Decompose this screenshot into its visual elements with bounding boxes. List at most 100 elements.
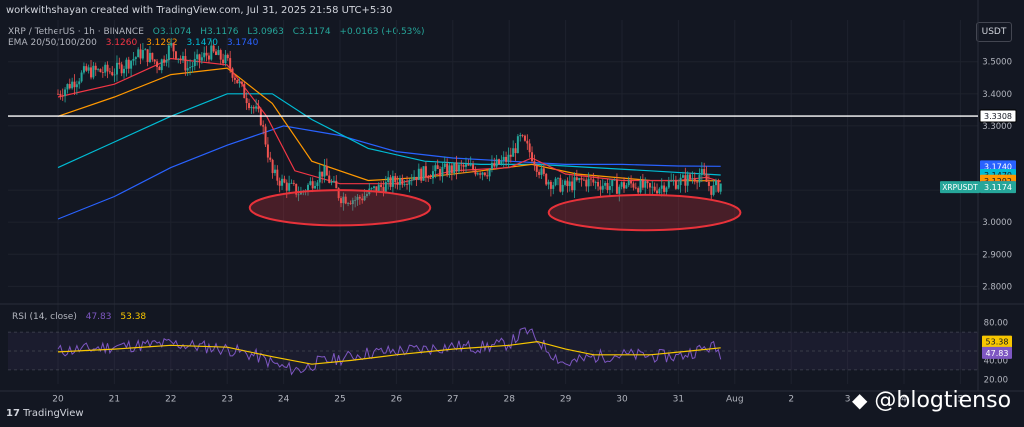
tradingview-logo[interactable]: 17 TradingView: [6, 408, 84, 419]
candle: [127, 56, 130, 74]
candle-body: [318, 171, 321, 183]
rsi-band: [8, 332, 978, 370]
candle: [297, 186, 300, 202]
rsi-ma-badge: 53.38: [982, 335, 1012, 348]
candle-body: [613, 179, 616, 181]
candle: [290, 179, 293, 184]
candle: [493, 157, 496, 168]
candle-body: [87, 67, 90, 71]
candle: [502, 151, 505, 168]
candle: [601, 179, 604, 194]
price-axis[interactable]: 3.50003.40003.30003.10003.00002.90002.80…: [982, 58, 1012, 386]
candle-body: [207, 55, 210, 60]
candle-body: [611, 179, 614, 187]
candle: [262, 120, 265, 135]
symbol-line[interactable]: XRP / TetherUS · 1h · BINANCE: [8, 27, 144, 37]
candle: [632, 181, 635, 191]
candle-body: [297, 194, 300, 196]
candle: [623, 177, 626, 193]
candle-body: [306, 184, 309, 191]
currency-button[interactable]: USDT: [976, 22, 1012, 42]
ema-label[interactable]: EMA 20/50/100/200: [8, 38, 97, 48]
candle: [696, 179, 699, 190]
candle-body: [356, 196, 359, 200]
candle-body: [420, 168, 423, 181]
candle-body: [160, 59, 163, 71]
time-axis[interactable]: 20 21 22 23 24 25 26 27 28 29 30 31 Aug 2 3 4 5: [52, 395, 963, 405]
candle: [389, 174, 392, 190]
candle-body: [462, 165, 465, 167]
candle: [460, 160, 463, 172]
candle: [377, 182, 380, 193]
candle: [217, 45, 220, 56]
candle: [604, 180, 607, 190]
candle-body: [75, 84, 78, 88]
candle-body: [571, 181, 574, 191]
symbol-badge-text: XRPUSDT: [942, 183, 978, 192]
candle-body: [252, 107, 255, 109]
candle: [229, 50, 232, 74]
candle: [252, 105, 255, 114]
candle: [481, 171, 484, 181]
last-badge-bg: [980, 181, 1016, 194]
candle: [627, 176, 630, 188]
candle-body: [266, 144, 269, 158]
candle: [663, 182, 666, 197]
candle-body: [644, 181, 647, 188]
candle: [323, 159, 326, 183]
candle: [457, 162, 460, 175]
candle-body: [99, 69, 102, 73]
rsi-ma-line: [57, 340, 721, 365]
candle-body: [464, 164, 467, 167]
rsi-line: [57, 327, 722, 376]
time-tick-label: 26: [391, 395, 403, 405]
candle: [488, 168, 491, 182]
candle: [479, 171, 482, 179]
candle-body: [347, 203, 350, 204]
candle: [398, 175, 401, 190]
candle: [424, 161, 427, 182]
candle: [450, 162, 453, 181]
candle: [552, 181, 555, 195]
candle-body: [224, 54, 227, 64]
candle: [597, 176, 600, 191]
candle: [94, 62, 97, 76]
rsi-pane: [8, 327, 978, 376]
candle-body: [384, 182, 387, 193]
candle: [181, 51, 184, 63]
candle-body: [104, 64, 107, 73]
candle: [545, 172, 548, 186]
candle-body: [578, 178, 581, 181]
candle: [101, 66, 104, 78]
candle: [498, 158, 501, 166]
candle-body: [531, 152, 534, 162]
candle: [207, 52, 210, 64]
rsi-legend[interactable]: RSI (14, close) 47.83 53.38: [12, 312, 146, 322]
candle-body: [163, 59, 166, 63]
candle-body: [323, 165, 326, 177]
candle: [125, 57, 128, 77]
candle-body: [349, 203, 352, 205]
ohlc-change: +0.0163 (+0.53%): [339, 27, 425, 37]
candle: [523, 134, 526, 142]
candle: [417, 163, 420, 181]
candle-body: [198, 54, 201, 61]
candle: [193, 51, 196, 71]
candle-body: [538, 171, 541, 175]
support-zone-1: [547, 193, 742, 232]
candle-body: [132, 58, 135, 61]
time-tick-label: 30: [616, 395, 628, 405]
candle: [276, 165, 279, 186]
candle-body: [309, 181, 312, 185]
candle: [351, 197, 354, 211]
candle: [123, 65, 126, 79]
candle: [512, 140, 515, 157]
candle-body: [483, 172, 486, 176]
candle-body: [167, 45, 170, 61]
candle-body: [677, 185, 680, 189]
candle: [608, 178, 611, 196]
candle-body: [410, 179, 413, 181]
candle-body: [250, 107, 253, 109]
candle-body: [61, 95, 64, 97]
